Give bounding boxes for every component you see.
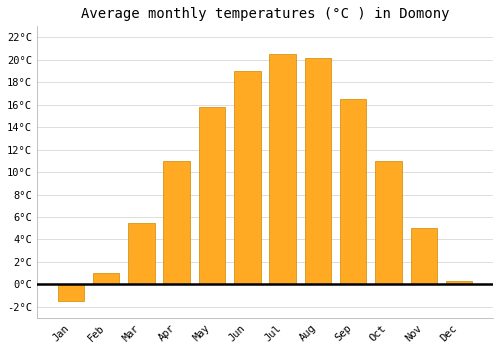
Bar bbox=[270, 54, 296, 284]
Bar bbox=[340, 99, 366, 284]
Bar bbox=[304, 58, 331, 284]
Bar bbox=[58, 284, 84, 301]
Bar bbox=[410, 228, 437, 284]
Bar bbox=[164, 161, 190, 284]
Bar bbox=[446, 281, 472, 284]
Bar bbox=[198, 107, 225, 284]
Bar bbox=[234, 71, 260, 284]
Bar bbox=[128, 223, 154, 284]
Bar bbox=[375, 161, 402, 284]
Bar bbox=[93, 273, 120, 284]
Title: Average monthly temperatures (°C ) in Domony: Average monthly temperatures (°C ) in Do… bbox=[80, 7, 449, 21]
